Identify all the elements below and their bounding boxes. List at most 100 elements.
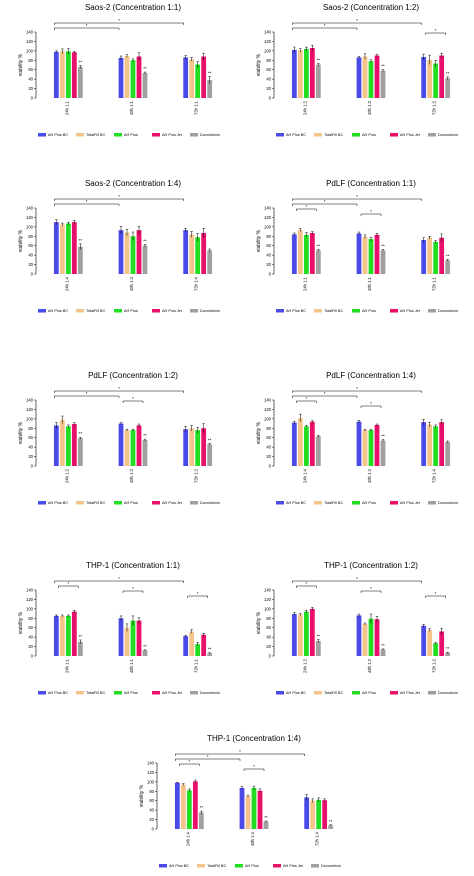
- bar: [53, 615, 59, 656]
- bar: [439, 422, 445, 466]
- y-tick-label: 40: [149, 808, 154, 813]
- bar: [239, 787, 245, 829]
- bar: [374, 424, 380, 466]
- legend-swatch: [352, 501, 360, 505]
- bar: [439, 631, 445, 656]
- y-tick-label: 140: [264, 398, 272, 403]
- chart-panel-1: Saos-2 (Concentration 1:1) 0 20 40 60 80 100 12…: [18, 3, 220, 137]
- legend-swatch: [352, 309, 360, 313]
- legend-label: Doxorubicin: [200, 691, 220, 695]
- significance-star: *: [305, 204, 307, 209]
- legend-label: Doxorubicin: [438, 501, 458, 505]
- significance-star: *: [356, 194, 358, 199]
- bar: [445, 441, 451, 466]
- y-tick-label: 40: [266, 445, 271, 450]
- chart-panel-7: THP-1 (Concentration 1:1) 0 20 40 60 80 100 120…: [18, 561, 220, 695]
- significance-mark: **: [381, 243, 385, 248]
- y-tick-label: 100: [264, 606, 272, 611]
- x-tick-label: 24h 1:4: [64, 276, 69, 291]
- bar: [315, 436, 321, 466]
- y-tick-label: 100: [26, 416, 34, 421]
- y-tick-label: 100: [26, 48, 34, 53]
- y-tick-label: 60: [28, 243, 33, 248]
- y-tick-label: 40: [28, 635, 33, 640]
- y-tick-label: 20: [266, 644, 271, 649]
- significance-mark: **: [329, 819, 333, 824]
- legend-swatch: [428, 133, 436, 137]
- significance-mark: **: [317, 58, 321, 63]
- bar: [118, 230, 124, 274]
- y-tick-label: 80: [28, 234, 33, 239]
- legend-swatch: [114, 309, 122, 313]
- x-tick-label: 72h 1:4: [194, 276, 199, 291]
- y-tick-label: 80: [149, 789, 154, 794]
- legend-label: AH Plus BC: [286, 691, 306, 695]
- x-tick-label: 48h 1:1: [129, 100, 134, 115]
- bar: [374, 619, 380, 656]
- x-tick-label: 24h 1:1: [64, 658, 69, 673]
- bar: [291, 422, 297, 466]
- bar: [59, 224, 65, 274]
- bar: [136, 56, 142, 98]
- significance-star: *: [356, 386, 358, 391]
- legend-swatch: [38, 501, 46, 505]
- legend-swatch: [276, 501, 284, 505]
- y-tick-label: 140: [147, 761, 155, 766]
- y-tick-label: 140: [264, 206, 272, 211]
- bar: [118, 423, 124, 466]
- y-tick-label: 80: [266, 234, 271, 239]
- bar: [356, 233, 362, 274]
- bar: [201, 56, 207, 98]
- bar: [433, 63, 439, 98]
- y-tick-label: 120: [264, 215, 272, 220]
- bar: [245, 796, 251, 829]
- significance-star: *: [253, 764, 255, 769]
- bar: [195, 644, 201, 656]
- legend-label: AH Plus: [124, 309, 138, 313]
- legend-label: AH Plus: [124, 501, 138, 505]
- y-axis-label: viability %: [256, 421, 262, 444]
- legend-label: Doxorubicin: [438, 133, 458, 137]
- bar: [291, 614, 297, 656]
- legend-swatch: [352, 133, 360, 137]
- legend-label: TotalFill BC: [324, 691, 343, 695]
- bar: [130, 620, 136, 656]
- legend-swatch: [76, 309, 84, 313]
- y-tick-label: 120: [147, 770, 155, 775]
- legend-swatch: [314, 309, 322, 313]
- bar: [427, 630, 433, 656]
- y-tick-label: 60: [266, 67, 271, 72]
- bar: [445, 260, 451, 274]
- legend-swatch: [235, 864, 243, 868]
- legend-label: Doxorubicin: [200, 133, 220, 137]
- bar: [130, 236, 136, 274]
- y-tick-label: 120: [26, 597, 34, 602]
- y-tick-label: 140: [264, 588, 272, 593]
- bar: [65, 615, 71, 656]
- y-axis-label: viability %: [18, 611, 24, 634]
- bar: [362, 236, 368, 274]
- y-tick-label: 20: [266, 454, 271, 459]
- y-tick-label: 60: [266, 435, 271, 440]
- significance-star: *: [324, 23, 326, 28]
- bar: [53, 222, 59, 274]
- y-tick-label: 80: [266, 426, 271, 431]
- x-tick-label: 72h 1:1: [194, 100, 199, 115]
- legend-label: AH Plus BC: [286, 309, 306, 313]
- x-tick-label: 72h 1:4: [315, 831, 320, 846]
- y-tick-label: 0: [31, 272, 34, 277]
- bar: [303, 426, 309, 466]
- bar: [297, 230, 303, 274]
- bar: [183, 230, 189, 274]
- x-tick-label: 72h 1:2: [194, 468, 199, 483]
- y-tick-label: 40: [266, 635, 271, 640]
- chart-title: THP-1 (Concentration 1:4): [207, 734, 301, 743]
- bar: [421, 240, 427, 274]
- legend-label: TotalFill BC: [324, 133, 343, 137]
- bar: [130, 60, 136, 98]
- bar: [59, 419, 65, 466]
- bar: [195, 64, 201, 98]
- significance-star: *: [435, 28, 437, 33]
- bar: [380, 649, 386, 656]
